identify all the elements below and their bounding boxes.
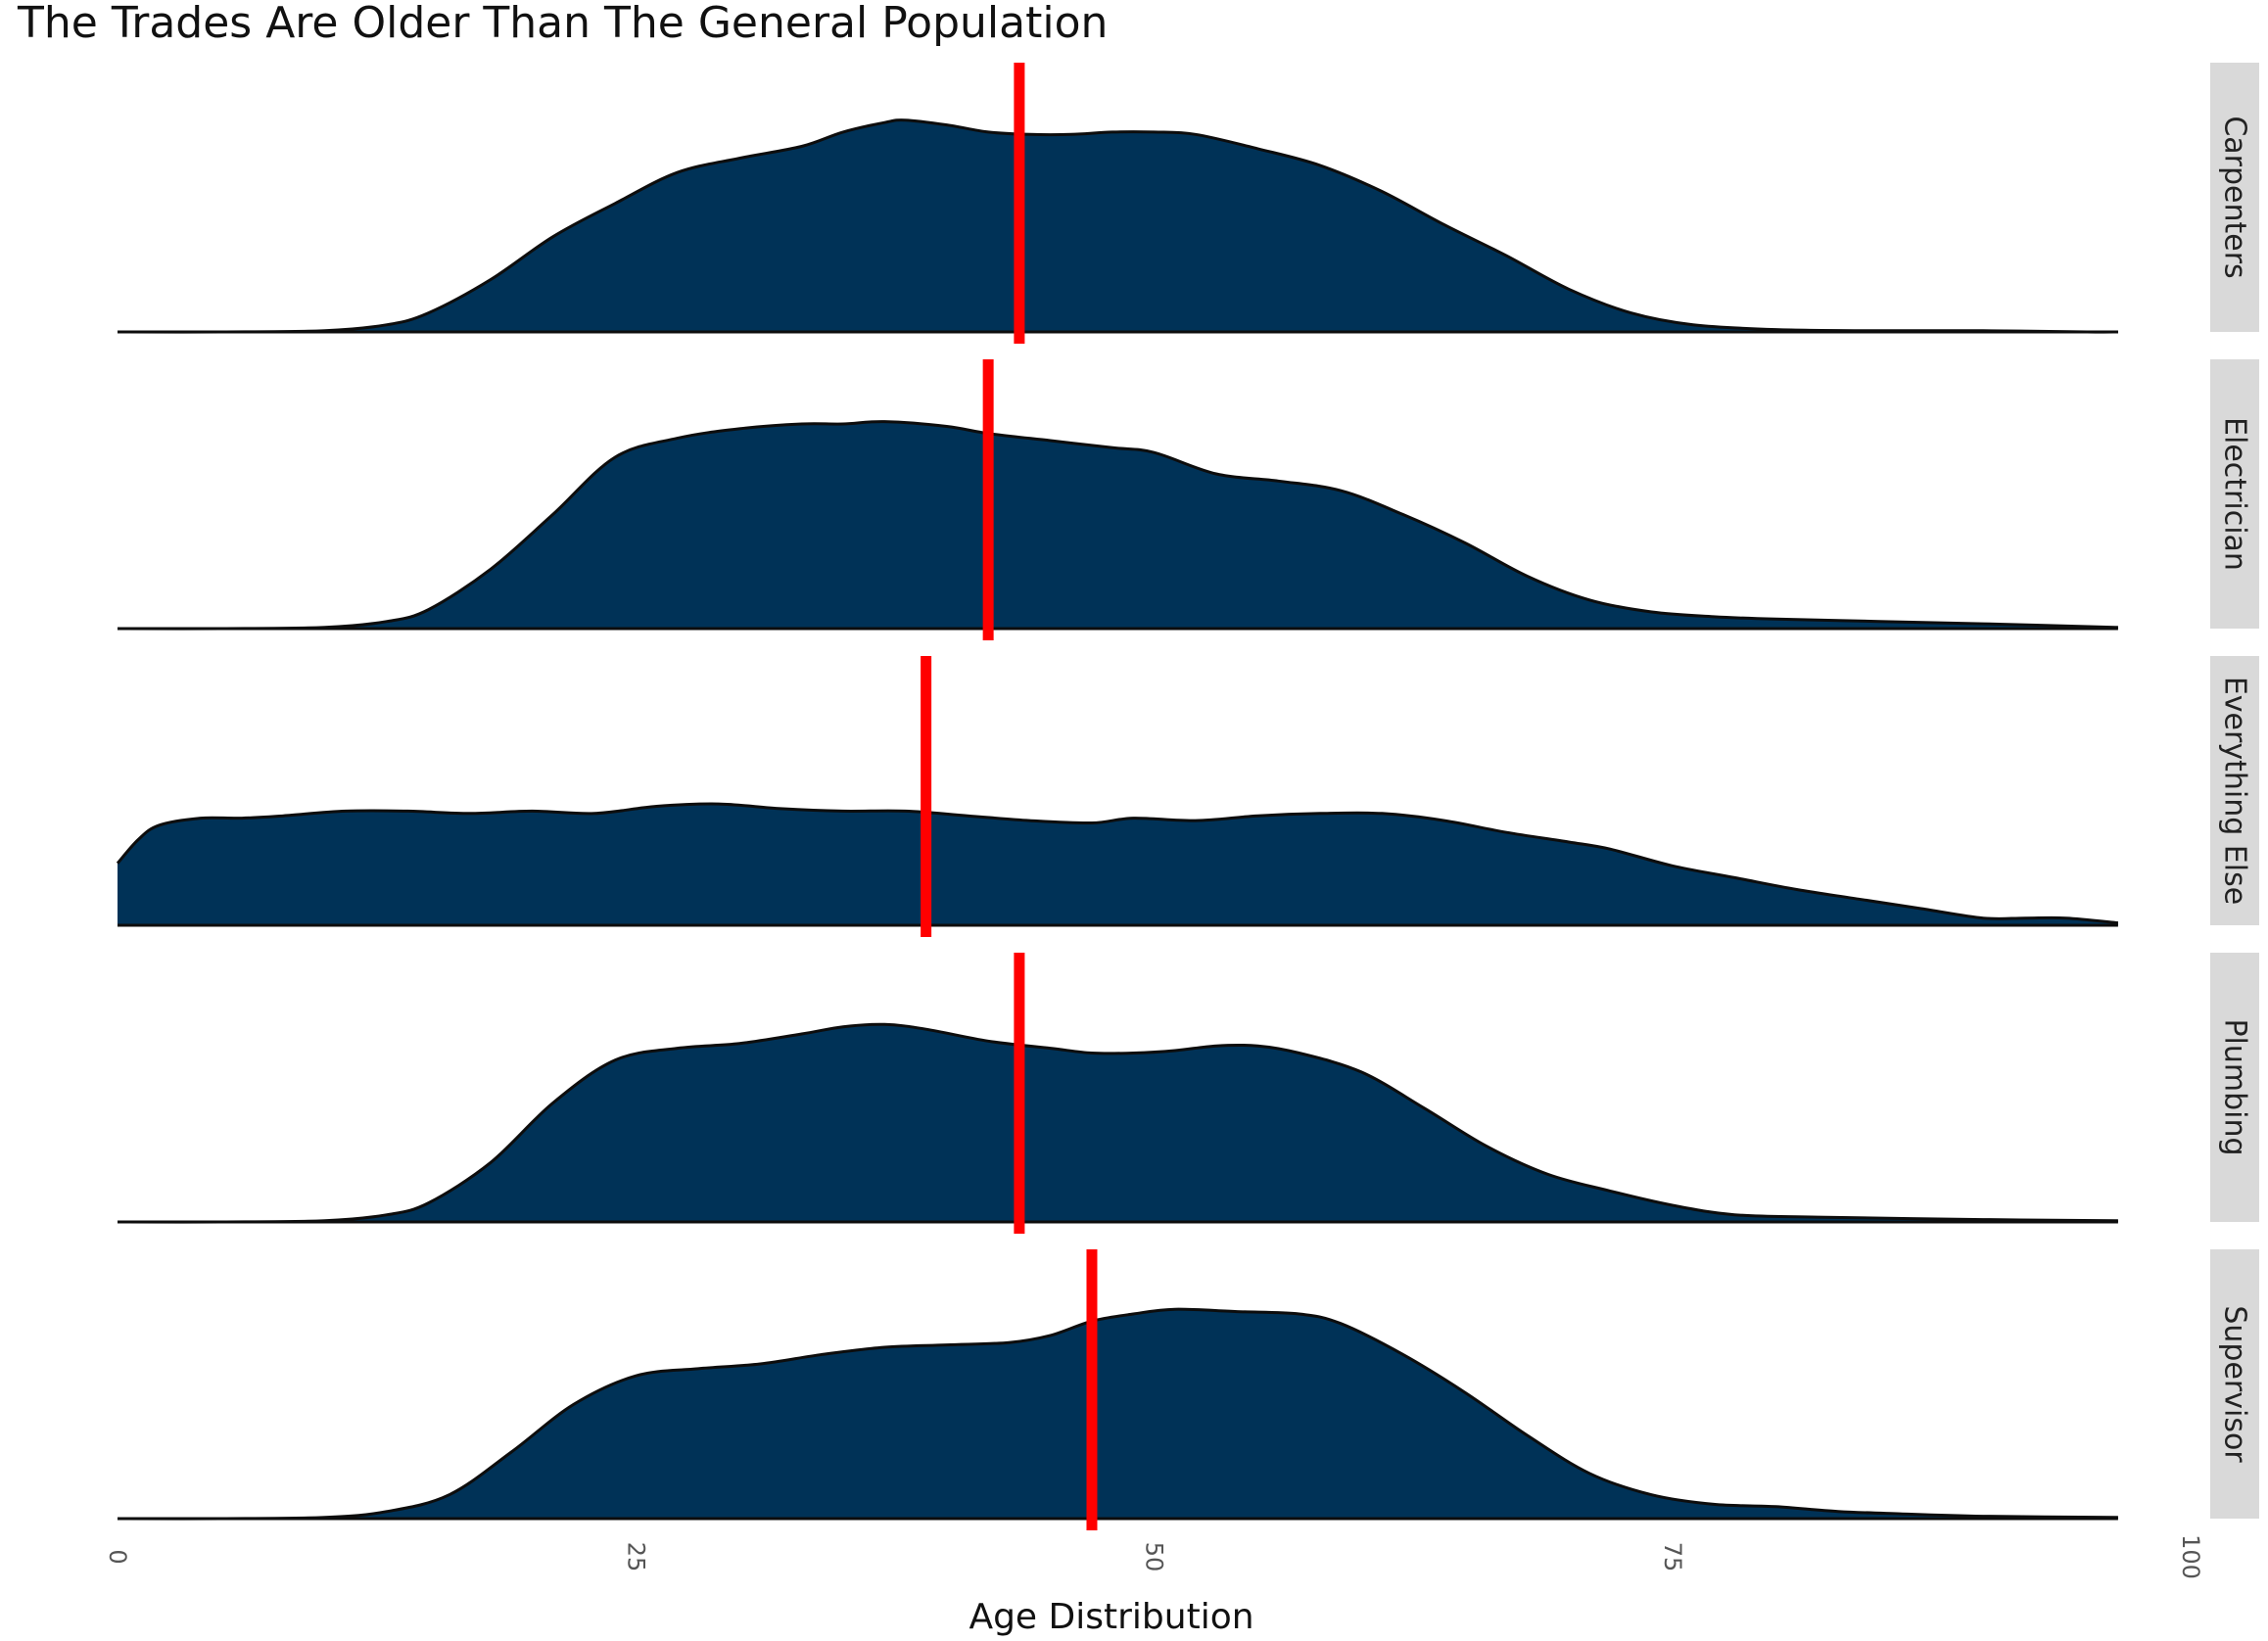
x-axis: 0 25 50 75 100: [104, 1534, 2204, 1579]
x-tick-label: 0: [104, 1549, 131, 1564]
x-axis-label: Age Distribution: [969, 1597, 1253, 1637]
density-area: [118, 119, 2118, 333]
strip-label: Everything Else: [2218, 677, 2252, 905]
facet-plumbing: [117, 953, 2118, 1234]
density-outline: [117, 118, 2118, 334]
strip-background: [2210, 359, 2259, 629]
facet-everything-else: [116, 656, 2119, 937]
density-outline: [117, 1307, 2118, 1521]
density-outline: [117, 1022, 2118, 1224]
density-area: [118, 1309, 2118, 1520]
strip-background: [2210, 953, 2259, 1222]
strip-supervisor: Supervisor: [2210, 1249, 2259, 1519]
density-area: [118, 421, 2118, 630]
facet-supervisor: [117, 1249, 2118, 1530]
strip-label: Supervisor: [2218, 1305, 2252, 1463]
chart-title: The Trades Are Older Than The General Po…: [17, 0, 1108, 48]
density-area: [118, 1024, 2118, 1223]
x-tick-label: 100: [2177, 1534, 2204, 1579]
facet-panels: [116, 63, 2119, 1530]
facet-electrician: [117, 359, 2118, 640]
x-tick-label: 25: [622, 1542, 649, 1572]
density-area: [118, 804, 2118, 925]
facet-strips: Carpenters Electrician Everything Else Plum…: [2210, 63, 2259, 1519]
strip-background: [2210, 1249, 2259, 1519]
strip-carpenters: Carpenters: [2210, 63, 2259, 332]
x-tick-label: 75: [1659, 1542, 1686, 1572]
strip-label: Plumbing: [2218, 1018, 2252, 1155]
strip-background: [2210, 656, 2259, 925]
strip-label: Carpenters: [2218, 116, 2252, 278]
density-outline: [116, 802, 2119, 925]
strip-electrician: Electrician: [2210, 359, 2259, 629]
strip-plumbing: Plumbing: [2210, 953, 2259, 1222]
strip-background: [2210, 63, 2259, 332]
strip-everything-else: Everything Else: [2210, 656, 2259, 925]
facet-carpenters: [117, 63, 2118, 344]
x-tick-label: 50: [1141, 1542, 1168, 1572]
density-outline: [117, 420, 2118, 631]
strip-label: Electrician: [2218, 417, 2252, 571]
